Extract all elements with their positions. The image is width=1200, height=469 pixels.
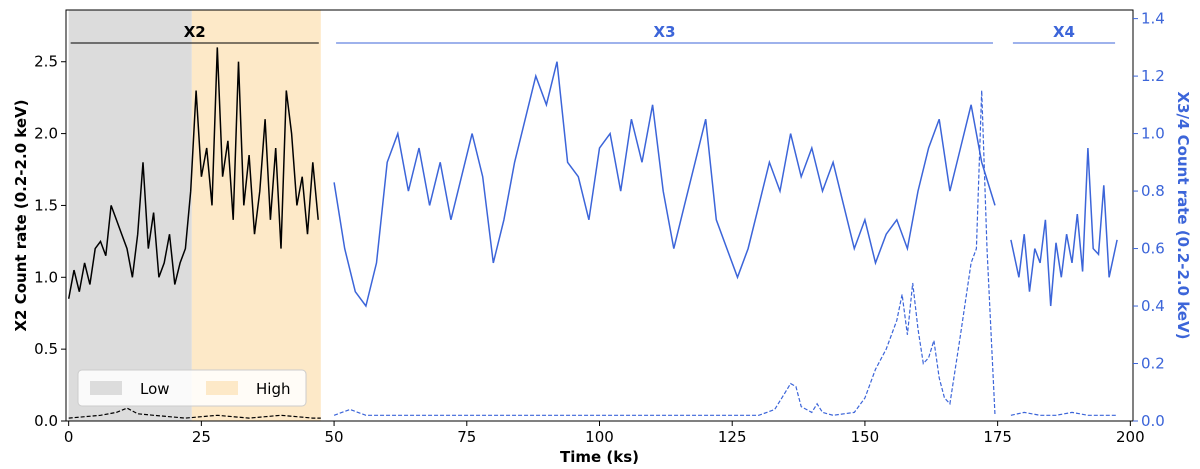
y-left-tick-label: 1.0 [34,268,58,286]
x-tick-label: 100 [585,428,614,446]
y-right-tick-label: 0.6 [1141,240,1165,258]
legend-box [77,369,307,407]
legend-label-low: Low [140,380,170,398]
x-tick-label: 175 [983,428,1012,446]
x-tick-label: 50 [325,428,344,446]
y-left-tick-label: 0.5 [34,340,58,358]
series-line-5 [1010,411,1118,416]
segment-labels: X2 X3 X4 [70,23,1116,44]
plot-series [67,47,1118,419]
x-tick-label: 0 [64,428,74,446]
x-tick-label: 75 [457,428,476,446]
y-right-tick-label: 1.4 [1141,10,1165,28]
series-line-3 [333,90,996,416]
series-line-1 [68,407,321,419]
y-left-tick-label: 1.5 [34,196,58,214]
y-left-tick-label: 2.0 [34,125,58,143]
series-line-2 [333,61,996,308]
y-right-tick-label: 0.4 [1141,297,1165,315]
y-right-axis-label: X3/4 Count rate (0.2-2.0 keV) [1174,92,1192,340]
x-tick-label: 150 [851,428,880,446]
segment-label-x4: X4 [1053,23,1075,41]
y-right-tick-label: 1.0 [1141,125,1165,143]
y-right-tick-label: 0.8 [1141,182,1165,200]
legend-swatch-high [206,381,238,395]
axes: 0 25 50 75 100 125 150 175 2000.00.51.01.52.02.5… [12,10,1192,466]
y-right-tick-label: 0.2 [1141,355,1165,373]
x-axis-label: Time (ks) [560,448,639,466]
y-left-tick-label: 0.0 [34,412,58,430]
series-line-0 [67,47,319,299]
segment-label-x3: X3 [654,23,676,41]
series-line-4 [1010,147,1118,307]
y-left-tick-label: 2.5 [34,53,58,71]
y-right-tick-label: 0.0 [1141,412,1165,430]
x-tick-label: 125 [718,428,747,446]
x-tick-label: 25 [192,428,211,446]
legend: Low High [77,369,307,407]
y-left-axis-label: X2 Count rate (0.2-2.0 keV) [12,99,30,331]
x-tick-label: 200 [1116,428,1145,446]
segment-label-x2: X2 [184,23,206,41]
legend-label-high: High [256,380,290,398]
shaded-regions [68,10,321,421]
y-right-tick-label: 1.2 [1141,67,1165,85]
shaded-region-low [68,10,192,421]
legend-swatch-low [90,381,122,395]
